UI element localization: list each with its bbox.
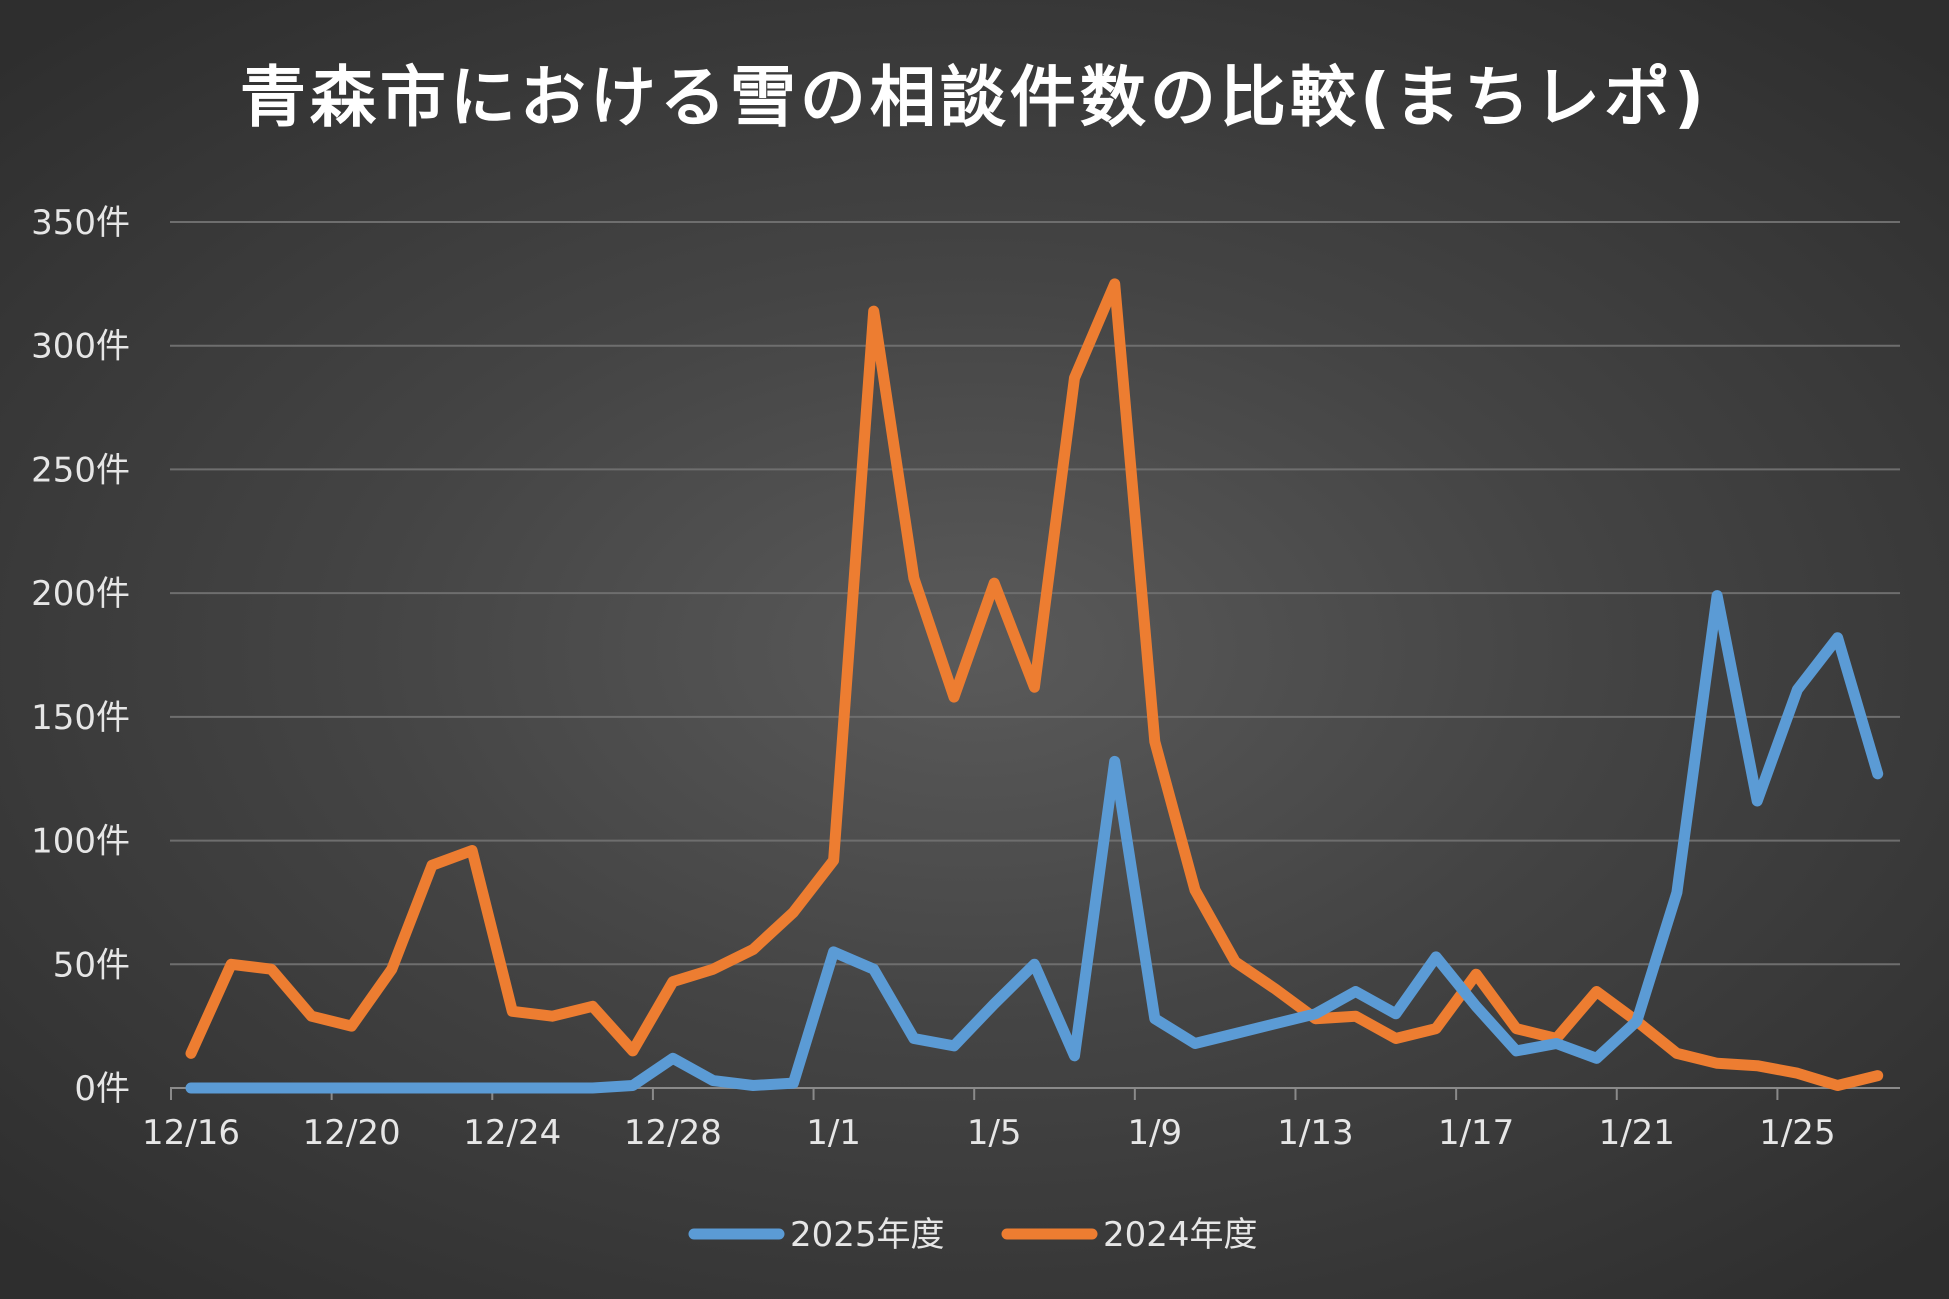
x-tick-label: 1/13: [1277, 1113, 1353, 1153]
gridlines: [170, 221, 1900, 966]
x-tick-label: 12/28: [624, 1113, 722, 1153]
y-tick-label: 100件: [31, 822, 130, 862]
y-tick-label: 150件: [31, 698, 130, 738]
legend-label-2025: 2025年度: [790, 1215, 945, 1255]
x-tick-label: 12/16: [142, 1113, 240, 1153]
x-axis: 12/16 12/20 12/24 12/28 1/1 1/5 1/9 1/13 1/17 1/2…: [142, 1087, 1900, 1153]
x-tick-label: 1/5: [967, 1113, 1022, 1153]
x-tick-label: 1/9: [1127, 1113, 1182, 1153]
x-tick-label: 1/25: [1759, 1113, 1835, 1153]
y-tick-label: 0件: [74, 1069, 130, 1109]
x-tick-label: 12/24: [463, 1113, 561, 1153]
series-line-2024: [185, 278, 1884, 1091]
y-tick-label: 50件: [53, 945, 130, 985]
x-tick-label: 1/21: [1599, 1113, 1675, 1153]
series-line-2025: [185, 590, 1884, 1094]
legend-label-2024: 2024年度: [1103, 1215, 1258, 1255]
legend: 2025年度 2024年度: [688, 1215, 1258, 1255]
x-tick-label: 1/17: [1438, 1113, 1514, 1153]
x-tick-label: 12/20: [303, 1113, 401, 1153]
y-axis-ticks: 0件 50件 100件 150件 200件 250件 300件 350件: [31, 203, 130, 1109]
series-lines: [185, 278, 1884, 1094]
chart-title: 青森市における雪の相談件数の比較(まちレポ): [240, 59, 1708, 136]
y-tick-label: 250件: [31, 450, 130, 490]
y-tick-label: 200件: [31, 574, 130, 614]
y-tick-label: 350件: [31, 203, 130, 243]
y-tick-label: 300件: [31, 327, 130, 367]
x-tick-label: 1/1: [806, 1113, 861, 1153]
